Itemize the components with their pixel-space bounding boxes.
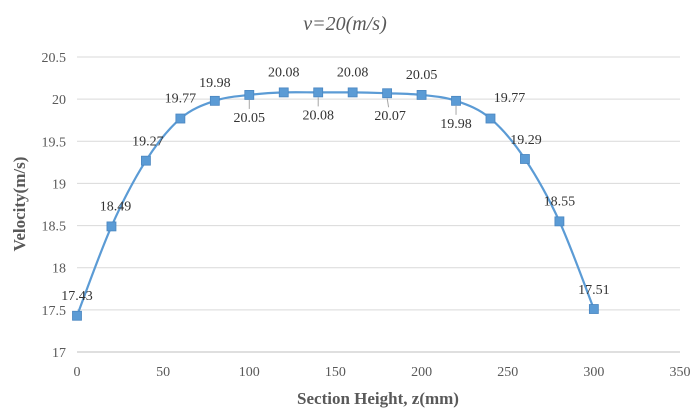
grid-lines [77, 56, 680, 311]
data-point [278, 87, 289, 98]
data-point [72, 310, 82, 321]
data-point [175, 113, 186, 124]
x-tick-label: 100 [239, 365, 260, 380]
data-point [244, 90, 255, 100]
data-point [554, 216, 565, 227]
data-label: 20.08 [337, 65, 369, 80]
y-tick-label: 18 [52, 262, 66, 277]
data-label: 19.27 [132, 135, 164, 150]
data-label: 18.49 [100, 199, 132, 214]
data-label: 19.29 [510, 133, 542, 148]
data-point [382, 88, 393, 99]
data-label: 18.55 [544, 194, 576, 209]
data-label: 20.07 [374, 109, 406, 124]
data-point [588, 304, 599, 314]
data-point [451, 95, 461, 106]
data-label: 20.08 [302, 108, 334, 123]
data-label: 19.77 [165, 92, 197, 107]
data-label: 19.98 [440, 117, 472, 132]
data-point [106, 221, 117, 232]
x-tick-label: 50 [156, 365, 170, 380]
data-point [141, 155, 151, 166]
data-label: 20.05 [406, 68, 438, 83]
y-tick-label: 17.5 [42, 304, 67, 319]
data-point [313, 87, 324, 98]
x-tick-label: 350 [670, 365, 691, 380]
data-labels: 17.4318.4919.2719.7719.9820.0520.0820.08… [61, 65, 609, 303]
x-axis-title: Section Height, z(mm) [297, 389, 459, 408]
chart-title: v=20(m/s) [303, 13, 387, 35]
x-tick-label: 150 [325, 365, 346, 380]
y-axis-title: Velocity(m/s) [10, 157, 29, 252]
x-tick-label: 200 [411, 365, 432, 380]
y-tick-label: 20 [52, 93, 66, 108]
data-label: 17.43 [61, 289, 93, 304]
data-label: 19.77 [494, 91, 526, 106]
y-tick-label: 20.5 [42, 51, 67, 66]
data-label: 20.08 [268, 65, 300, 80]
data-label: 20.05 [234, 111, 266, 126]
data-point [209, 95, 220, 106]
y-tick-label: 18.5 [42, 220, 67, 235]
data-point [347, 87, 358, 98]
x-tick-label: 250 [497, 365, 518, 380]
data-point [520, 154, 530, 164]
axes: 17 17.5 18 18.5 19 19.5 20 20.5 0 50 100 150 200 250 3… [42, 51, 691, 380]
y-tick-label: 19.5 [42, 135, 67, 150]
label-leader-line [386, 98, 390, 108]
x-tick-label: 0 [74, 365, 81, 380]
data-point [485, 113, 496, 124]
series-line [75, 91, 595, 317]
y-tick-label: 19 [52, 177, 66, 192]
series-velocity [72, 87, 599, 321]
x-tick-label: 300 [583, 365, 604, 380]
data-point [416, 90, 427, 100]
data-label: 17.51 [578, 283, 610, 298]
y-tick-label: 17 [52, 346, 66, 361]
data-label: 19.98 [199, 76, 231, 91]
